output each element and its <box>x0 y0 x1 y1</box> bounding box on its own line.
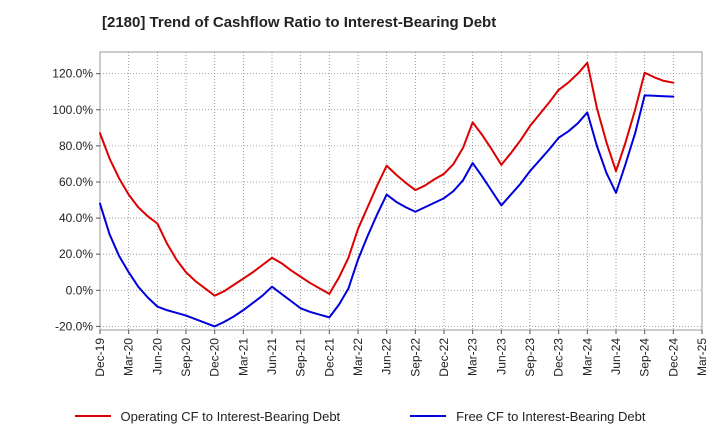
y-tick-label: 40.0% <box>59 211 93 225</box>
legend-swatch-free-cf <box>410 415 447 417</box>
chart-title: [2180] Trend of Cashflow Ratio to Intere… <box>102 14 497 31</box>
x-tick-label: Dec-19 <box>93 338 107 377</box>
x-tick-label: Sep-22 <box>408 338 422 377</box>
x-tick-label: Mar-20 <box>122 338 136 376</box>
legend-item-operating-cf: Operating CF to Interest-Bearing Debt <box>74 404 341 428</box>
x-axis: Dec-19 Mar-20 Jun-20 Sep-20 Dec-20 Mar-21 Jun-… <box>93 330 709 377</box>
x-tick-label: Mar-25 <box>695 338 709 376</box>
series-line-operating-cf <box>99 61 675 297</box>
x-tick-label: Sep-21 <box>294 338 308 377</box>
y-tick-label: 100.0% <box>52 103 93 117</box>
x-tick-label: Jun-20 <box>150 338 164 375</box>
legend-label-free-cf: Free CF to Interest-Bearing Debt <box>456 408 646 424</box>
gridlines <box>100 52 702 330</box>
y-tick-label: 0.0% <box>66 283 94 297</box>
x-tick-label: Jun-21 <box>265 338 279 375</box>
y-tick-label: 80.0% <box>59 139 93 153</box>
x-tick-label: Dec-24 <box>666 338 680 377</box>
x-tick-label: Mar-24 <box>580 338 594 376</box>
y-tick-label: 60.0% <box>59 175 93 189</box>
y-tick-label: -20.0% <box>55 319 93 333</box>
legend-swatch-operating-cf <box>74 415 111 417</box>
x-tick-label: Sep-23 <box>523 338 537 377</box>
legend: Operating CF to Interest-Bearing Debt Fr… <box>0 404 720 428</box>
x-tick-label: Jun-23 <box>494 338 508 375</box>
series-lines <box>99 61 675 328</box>
x-tick-label: Sep-24 <box>638 338 652 377</box>
legend-item-free-cf: Free CF to Interest-Bearing Debt <box>410 404 645 428</box>
x-tick-label: Mar-22 <box>351 338 365 376</box>
x-tick-label: Mar-23 <box>466 338 480 376</box>
x-tick-label: Mar-21 <box>236 338 250 376</box>
x-tick-label: Dec-22 <box>437 338 451 377</box>
x-tick-label: Dec-20 <box>208 338 222 377</box>
x-tick-label: Dec-21 <box>322 338 336 377</box>
y-tick-label: 20.0% <box>59 247 93 261</box>
x-tick-label: Jun-24 <box>609 338 623 375</box>
y-axis: -20.0% 0.0% 20.0% 40.0% 60.0% 80.0% 100.0% 120.… <box>52 67 100 333</box>
plot-area <box>99 51 703 331</box>
y-tick-label: 120.0% <box>52 67 93 81</box>
x-tick-label: Sep-20 <box>179 338 193 377</box>
x-tick-label: Dec-23 <box>552 338 566 377</box>
series-line-free-cf <box>99 94 675 328</box>
x-tick-label: Jun-22 <box>380 338 394 375</box>
legend-label-operating-cf: Operating CF to Interest-Bearing Debt <box>120 408 341 424</box>
